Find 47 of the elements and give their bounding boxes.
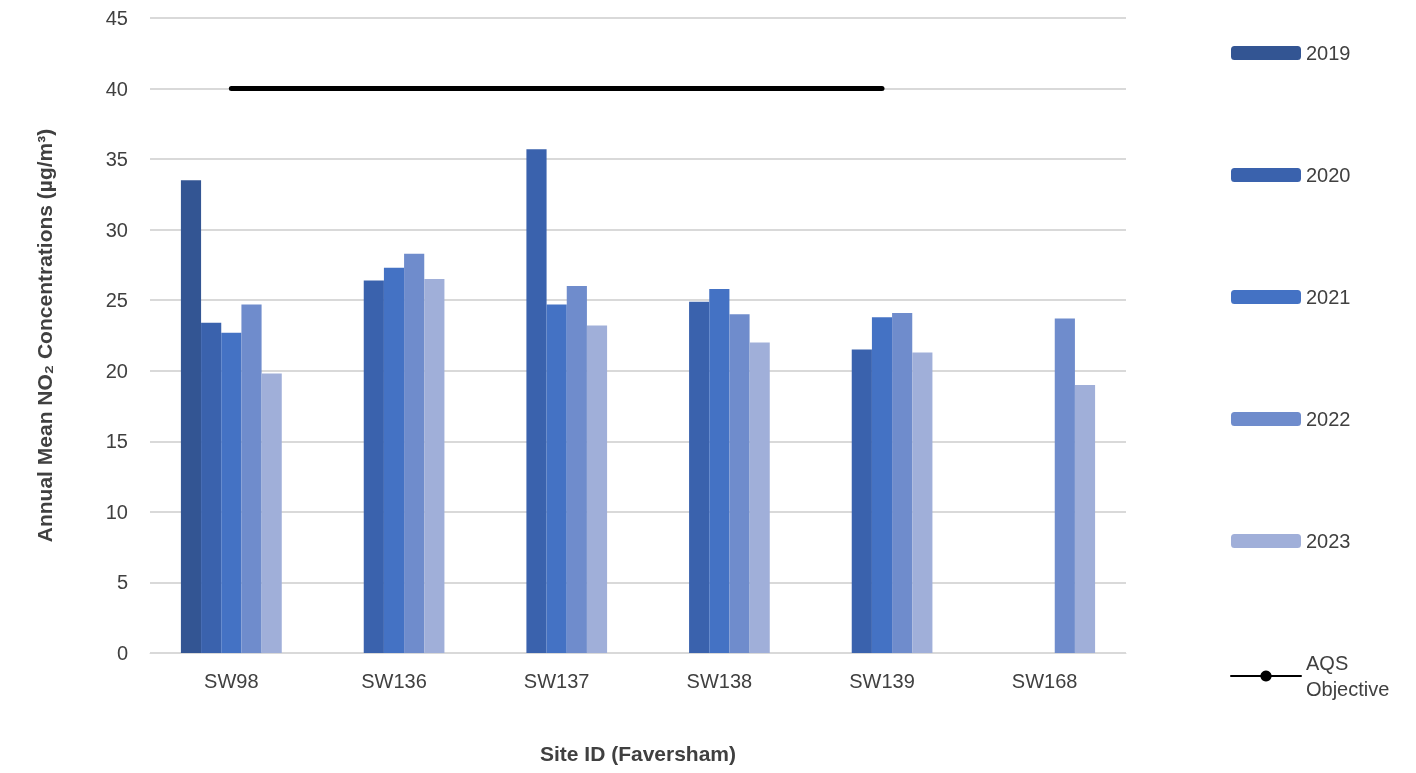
legend-label: 2020 — [1306, 164, 1351, 186]
bar — [241, 304, 262, 653]
bar — [201, 322, 222, 653]
bar — [689, 301, 710, 653]
bar — [1074, 384, 1096, 653]
bar — [566, 286, 587, 653]
x-tick-label: SW138 — [686, 670, 753, 692]
y-tick-label: 20 — [105, 359, 128, 382]
x-tick-label: SW98 — [204, 670, 259, 692]
bar — [871, 317, 893, 653]
legend-label: 2021 — [1306, 286, 1351, 308]
legend-label: AQS Objective — [1306, 652, 1390, 700]
bar — [180, 180, 202, 653]
y-tick-label: 15 — [105, 430, 128, 453]
bar — [383, 267, 405, 653]
x-tick-label: SW139 — [849, 670, 915, 692]
bar — [709, 288, 730, 653]
legend-label: 2019 — [1306, 42, 1351, 64]
bar — [424, 279, 445, 653]
y-tick-label: 5 — [116, 571, 128, 594]
bar — [546, 304, 567, 653]
x-axis-title: Site ID (Faversham) — [539, 742, 737, 765]
legend-label: 2022 — [1306, 408, 1351, 430]
y-tick-label: 10 — [105, 500, 128, 523]
bar — [851, 349, 872, 653]
bar — [1054, 318, 1075, 653]
bar — [404, 253, 425, 653]
x-tick-label: SW136 — [361, 670, 427, 692]
x-tick-label: SW168 — [1011, 670, 1078, 692]
y-axis-title: Annual Mean NO₂ Concentrations (µg/m³) — [33, 128, 56, 543]
y-tick-label: 35 — [105, 148, 128, 171]
bar — [363, 280, 384, 653]
y-tick-label: 45 — [105, 7, 128, 29]
y-tick-label: 0 — [116, 642, 128, 664]
bar — [526, 149, 547, 653]
bar — [729, 314, 750, 653]
x-tick-label: SW137 — [523, 670, 590, 692]
y-tick-label: 25 — [105, 289, 128, 312]
bar — [749, 342, 770, 653]
bar — [892, 312, 913, 653]
y-tick-label: 40 — [105, 77, 128, 100]
bar — [221, 332, 242, 653]
bar — [261, 373, 282, 653]
bar — [586, 325, 608, 653]
y-tick-label: 30 — [105, 218, 128, 241]
bar — [912, 352, 933, 653]
legend-label: 2023 — [1306, 530, 1351, 552]
